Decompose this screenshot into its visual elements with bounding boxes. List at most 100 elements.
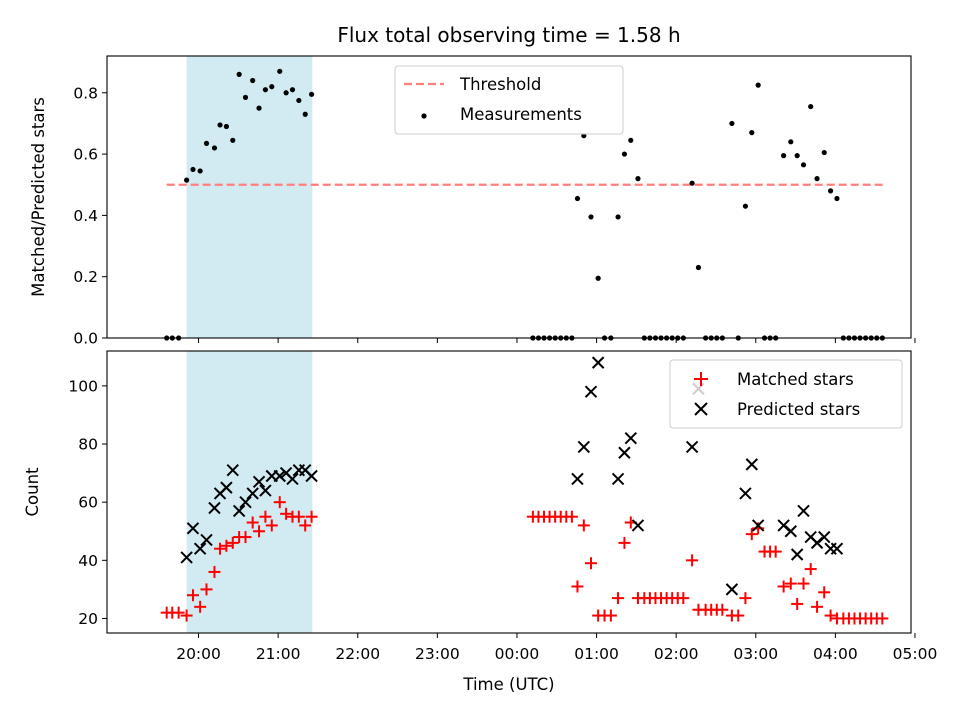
predicted-legend-swatch (694, 402, 708, 416)
matched-star-point (220, 539, 233, 552)
measurements-legend-label: Measurements (460, 105, 582, 124)
matched-star-point (246, 516, 259, 529)
matched-star-point (208, 565, 221, 578)
top-y-axis: 0.0 0.2 0.4 0.6 0.8 (73, 84, 107, 348)
matched-star-point (618, 536, 631, 549)
measurement-point (289, 87, 296, 93)
predicted-star-point (591, 356, 605, 369)
matched-star-point (804, 563, 817, 576)
matched-star-point (180, 609, 193, 622)
predicted-star-point (226, 463, 239, 477)
bottom-legend: Matched stars Predicted stars (669, 359, 903, 429)
matched-star-point (818, 586, 831, 599)
matched-star-point (292, 510, 305, 523)
predicted-star-point (685, 440, 699, 454)
measurement-point (262, 87, 269, 93)
measurement-point (236, 71, 242, 77)
measurement-point (689, 180, 695, 186)
measurement-point (190, 166, 196, 173)
matched-star-point (797, 577, 810, 590)
matched-star-point (811, 600, 824, 613)
x-tick-label: 23:00 (415, 645, 460, 663)
predicted-star-point (618, 446, 631, 459)
measurement-point (230, 137, 236, 143)
measurement-point (296, 97, 302, 104)
measurement-point (250, 77, 256, 84)
top-ytick-label: 0.8 (73, 84, 98, 102)
matched-star-point (253, 525, 266, 538)
top-ytick-label: 0.6 (73, 146, 98, 164)
predicted-star-point (208, 501, 221, 515)
top-plot-frame (106, 55, 912, 339)
bottom-ytick-label: 60 (78, 494, 98, 512)
matched-star-point (677, 592, 690, 605)
matched-star-point (200, 583, 213, 596)
top-x-ticks (198, 338, 916, 343)
matched-star-point (194, 600, 207, 613)
measurement-point (749, 130, 755, 136)
bottom-shaded-window (186, 351, 313, 633)
bottom-ytick-label: 100 (68, 377, 98, 395)
measurement-point (695, 264, 702, 271)
measurement-point (814, 176, 820, 182)
top-legend-box (394, 65, 624, 135)
predicted-star-point (797, 504, 810, 518)
predicted-star-point (725, 583, 739, 596)
predicted-star-point (232, 504, 246, 518)
matched-star-point (784, 577, 797, 590)
x-tick-label: 02:00 (654, 645, 699, 663)
measurement-point (828, 188, 834, 194)
predicted-star-point (193, 542, 207, 555)
matched-star-point (604, 609, 617, 622)
measurement-point (788, 139, 794, 145)
predicted-star-point (584, 385, 598, 398)
measurement-point (184, 177, 190, 183)
measurement-point (729, 120, 735, 127)
measurement-point (283, 90, 289, 96)
top-ylabel: Matched/Predicted stars (29, 97, 48, 297)
matched-star-point (565, 510, 578, 523)
matched-star-point (739, 592, 752, 605)
x-tick-label: 04:00 (813, 645, 858, 663)
measurement-point (821, 149, 827, 156)
measurement-point (242, 94, 249, 100)
predicted-star-point (624, 432, 638, 445)
matched-star-point (777, 580, 790, 593)
bottom-ytick-label: 80 (78, 436, 98, 454)
matched-star-point (876, 612, 889, 625)
matched-star-point (273, 496, 286, 509)
measurement-point (834, 195, 840, 202)
predicted-star-point (259, 484, 272, 497)
bottom-ytick-label: 40 (78, 552, 98, 570)
measurement-point (269, 84, 275, 90)
matched-star-point (745, 528, 758, 541)
measurement-point (223, 123, 230, 130)
matched-star-point (686, 554, 699, 567)
measurement-point (308, 91, 315, 97)
predicted-star-point (305, 469, 318, 483)
bottom-ylabel: Count (23, 467, 42, 517)
x-tick-label: 21:00 (256, 645, 301, 663)
predicted-star-point (571, 472, 584, 486)
top-panel: 0.00.20.40.60.8 Matched/Predicted stars … (29, 55, 916, 348)
x-tick-label: 22:00 (335, 645, 380, 663)
x-axis-label: Time (UTC) (462, 675, 554, 694)
predicted-star-point (745, 458, 758, 471)
predicted-star-point (631, 519, 645, 532)
x-tick-label: 00:00 (495, 645, 540, 663)
predicted-star-point (611, 472, 625, 486)
predicted-star-point (577, 440, 591, 454)
matched-star-point (239, 531, 252, 544)
matched-star-point (186, 589, 199, 602)
predicted-star-point (252, 475, 266, 489)
measurement-point (742, 203, 749, 209)
predicted-star-point (790, 548, 804, 561)
x-tick-label: 20:00 (176, 645, 221, 663)
matched-legend-label: Matched stars (737, 370, 854, 389)
predicted-star-point (818, 530, 831, 544)
matched-star-point (259, 510, 272, 523)
measurement-point (203, 140, 210, 146)
predicted-star-point (246, 487, 259, 500)
measurement-point (635, 176, 641, 182)
